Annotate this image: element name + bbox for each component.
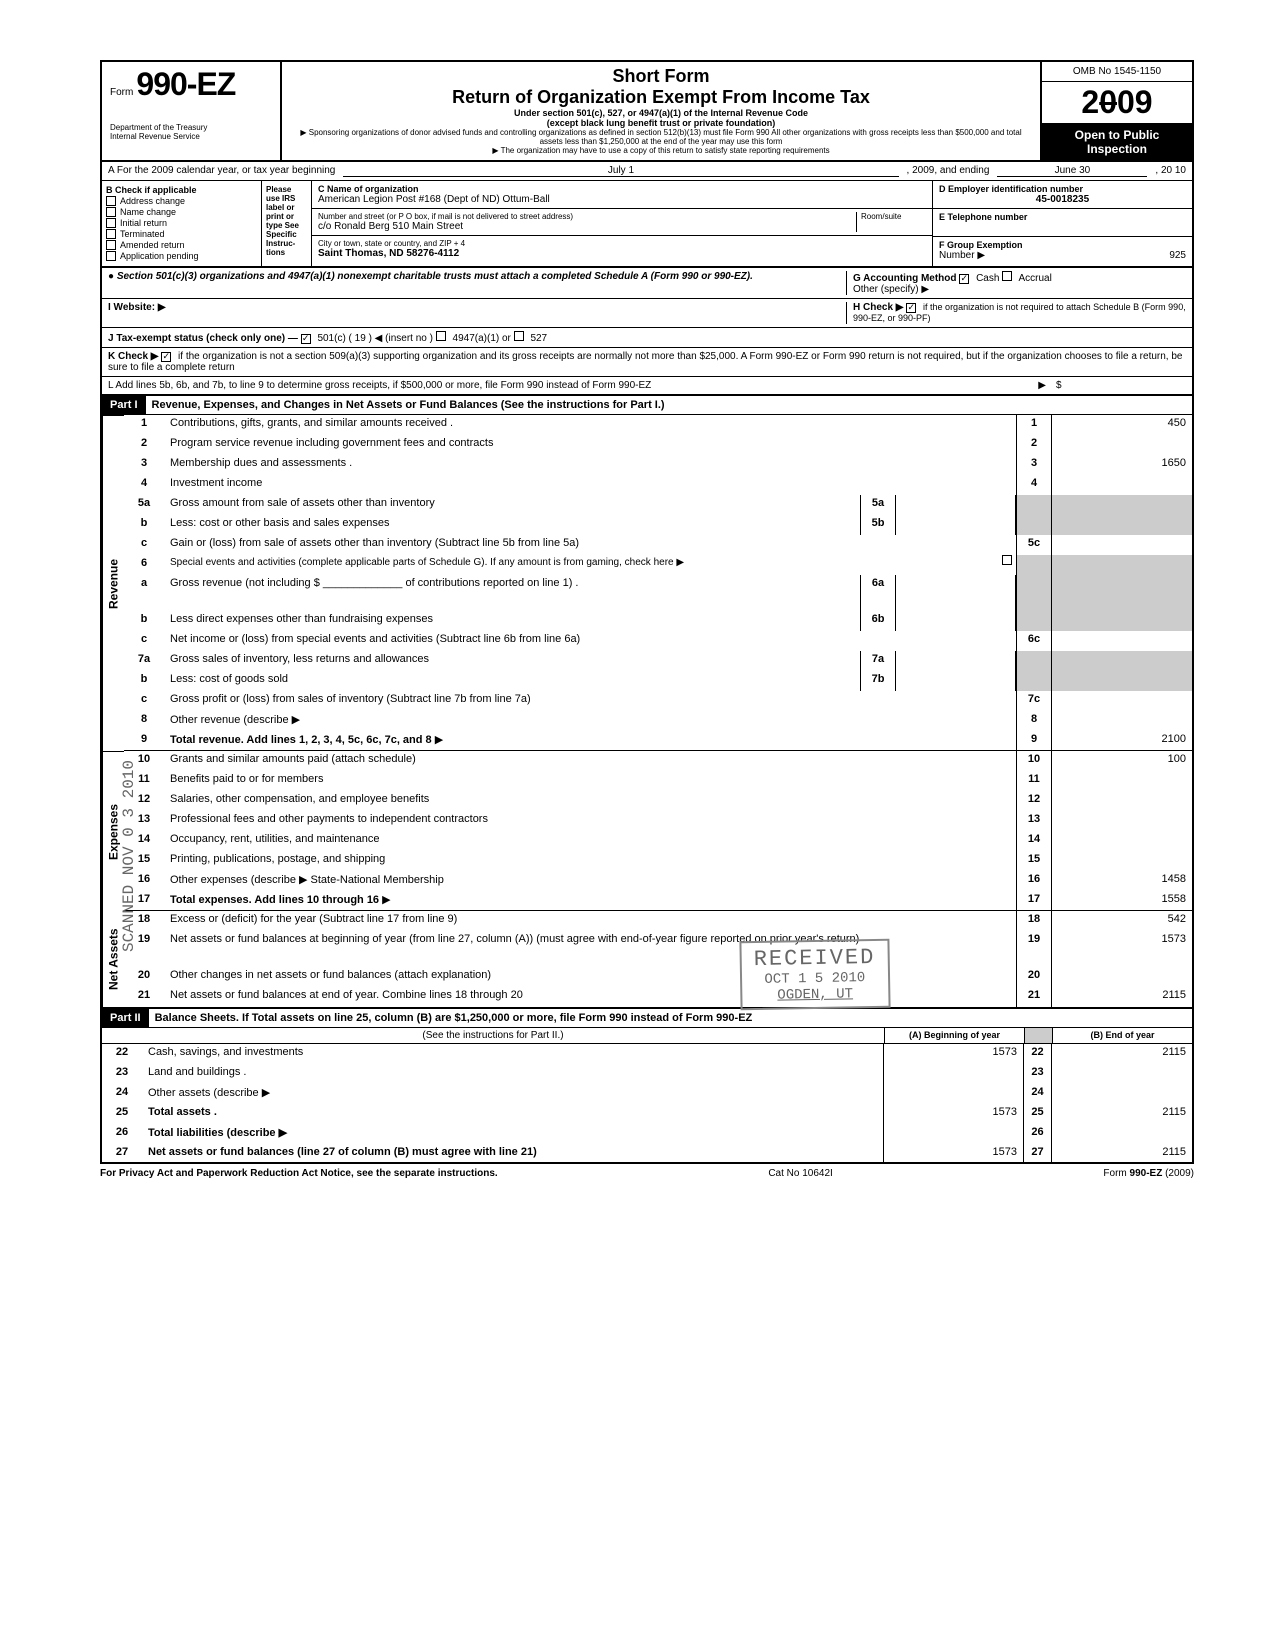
org-name: American Legion Post #168 (Dept of ND) O…	[318, 194, 926, 205]
part1-header: Part I Revenue, Expenses, and Changes in…	[100, 396, 1194, 415]
l-text: L Add lines 5b, 6b, and 7b, to line 9 to…	[108, 380, 1038, 391]
begin-date: July 1	[343, 165, 898, 177]
c-label: C Name of organization	[318, 184, 926, 194]
checkbox-501c[interactable]: ✓	[301, 334, 311, 344]
checkbox-amended[interactable]	[106, 240, 116, 250]
section-b: B Check if applicable Address change Nam…	[102, 181, 262, 266]
open-label: Open to Public	[1046, 128, 1188, 142]
city-label: City or town, state or country, and ZIP …	[318, 239, 926, 248]
dept-irs: Internal Revenue Service	[110, 132, 272, 141]
end-date: June 30	[997, 165, 1147, 177]
right-box: OMB No 1545-1150 2009 Open to Public Ins…	[1042, 62, 1192, 160]
j-opt2: 4947(a)(1) or	[453, 333, 511, 344]
g-label: G Accounting Method	[853, 273, 957, 284]
tax-year: 2009	[1042, 82, 1192, 124]
section-bcd: B Check if applicable Address change Nam…	[100, 181, 1194, 268]
checkbox-accrual[interactable]	[1002, 271, 1012, 281]
section-de: D Employer identification number 45-0018…	[932, 181, 1192, 266]
balance-header: (See the instructions for Part II.) (A) …	[100, 1028, 1194, 1044]
section-b-header: B Check if applicable	[106, 185, 257, 195]
section-a: A For the 2009 calendar year, or tax yea…	[100, 162, 1194, 181]
checkbox-gaming[interactable]	[1002, 555, 1012, 565]
footer: For Privacy Act and Paperwork Reduction …	[100, 1164, 1194, 1183]
checkbox-h[interactable]: ✓	[906, 303, 916, 313]
inspection-label: Inspection	[1046, 142, 1188, 156]
form-number-box: Form 990-EZ Department of the Treasury I…	[102, 62, 282, 160]
section-ih: I Website: ▶ H Check ▶ ✓ if the organiza…	[100, 299, 1194, 328]
section-j: J Tax-exempt status (check only one) — ✓…	[100, 328, 1194, 348]
section-l: L Add lines 5b, 6b, and 7b, to line 9 to…	[100, 377, 1194, 396]
form-header: Form 990-EZ Department of the Treasury I…	[100, 60, 1194, 162]
omb-number: OMB No 1545-1150	[1042, 62, 1192, 82]
bullet-text: ● Section 501(c)(3) organizations and 49…	[108, 271, 846, 295]
sponsor-text: ▶ Sponsoring organizations of donor advi…	[290, 128, 1032, 146]
section-a-mid: , 2009, and ending	[907, 165, 990, 177]
f-label2: Number ▶	[939, 250, 985, 261]
city: Saint Thomas, ND 58276-4112	[318, 248, 926, 259]
part2-label: Part II	[102, 1009, 149, 1027]
cat-no: Cat No 10642I	[768, 1168, 833, 1179]
e-label: E Telephone number	[939, 212, 1186, 222]
privacy-notice: For Privacy Act and Paperwork Reduction …	[100, 1168, 498, 1179]
dept-text: Department of the Treasury Internal Reve…	[110, 123, 272, 141]
part2-title: Balance Sheets. If Total assets on line …	[149, 1009, 1192, 1027]
ein: 45-0018235	[939, 194, 1186, 205]
part1-title: Revenue, Expenses, and Changes in Net As…	[146, 396, 1192, 414]
inspection-box: Open to Public Inspection	[1042, 124, 1192, 160]
checkbox-name[interactable]	[106, 207, 116, 217]
addr-label: Number and street (or P O box, if mail i…	[318, 212, 856, 221]
please-box: Please use IRS label or print or type Se…	[262, 181, 312, 266]
i-label: I Website: ▶	[108, 302, 166, 313]
j-label: J Tax-exempt status (check only one) —	[108, 333, 298, 344]
year-end: , 20 10	[1155, 165, 1186, 177]
j-opt1: 501(c) ( 19 ) ◀ (insert no )	[317, 333, 433, 344]
checkbox-initial[interactable]	[106, 218, 116, 228]
section-c: C Name of organization American Legion P…	[312, 181, 932, 266]
net-assets-label: Net Assets	[102, 911, 124, 1007]
form-label: Form	[110, 87, 133, 98]
section-k: K Check ▶ ✓ if the organization is not a…	[100, 348, 1194, 377]
form-number: 990-EZ	[136, 66, 235, 102]
col-b-header: (B) End of year	[1052, 1028, 1192, 1043]
col-a-header: (A) Beginning of year	[884, 1028, 1024, 1043]
checkbox-k[interactable]: ✓	[161, 352, 171, 362]
h-text: if the organization is not required to a…	[853, 302, 1186, 323]
form-footer: Form 990-EZ (2009)	[1103, 1168, 1194, 1179]
part1-label: Part I	[102, 396, 146, 414]
checkbox-527[interactable]	[514, 331, 524, 341]
room-label: Room/suite	[856, 212, 926, 232]
subtitle2: (except black lung benefit trust or priv…	[290, 118, 1032, 128]
subtitle1: Under section 501(c), 527, or 4947(a)(1)…	[290, 108, 1032, 118]
checkbox-cash[interactable]: ✓	[959, 274, 969, 284]
part2-instructions: (See the instructions for Part II.)	[102, 1028, 884, 1043]
copy-text: ▶ The organization may have to use a cop…	[290, 146, 1032, 155]
l-arrow: ▶	[1038, 380, 1046, 391]
bullet-row: ● Section 501(c)(3) organizations and 49…	[100, 268, 1194, 299]
part2-header: Part II Balance Sheets. If Total assets …	[100, 1009, 1194, 1028]
section-a-label: A For the 2009 calendar year, or tax yea…	[108, 165, 335, 177]
dept-treasury: Department of the Treasury	[110, 123, 272, 132]
f-val: 925	[1169, 250, 1186, 261]
k-label: K Check ▶	[108, 351, 158, 362]
checkbox-terminated[interactable]	[106, 229, 116, 239]
addr: c/o Ronald Berg 510 Main Street	[318, 221, 856, 232]
l-dollar: $	[1046, 380, 1186, 391]
short-form-label: Short Form	[290, 66, 1032, 87]
h-label: H Check ▶	[853, 302, 903, 313]
checkbox-4947[interactable]	[436, 331, 446, 341]
expenses-label: Expenses	[102, 751, 124, 911]
j-opt3: 527	[530, 333, 547, 344]
d-label: D Employer identification number	[939, 184, 1186, 194]
return-title: Return of Organization Exempt From Incom…	[290, 87, 1032, 108]
revenue-label: Revenue	[102, 415, 124, 751]
title-box: Short Form Return of Organization Exempt…	[282, 62, 1042, 160]
f-label: F Group Exemption	[939, 240, 1186, 250]
checkbox-address[interactable]	[106, 196, 116, 206]
other-specify: Other (specify) ▶	[853, 284, 1186, 295]
k-text: if the organization is not a section 509…	[108, 351, 1182, 373]
checkbox-pending[interactable]	[106, 251, 116, 261]
